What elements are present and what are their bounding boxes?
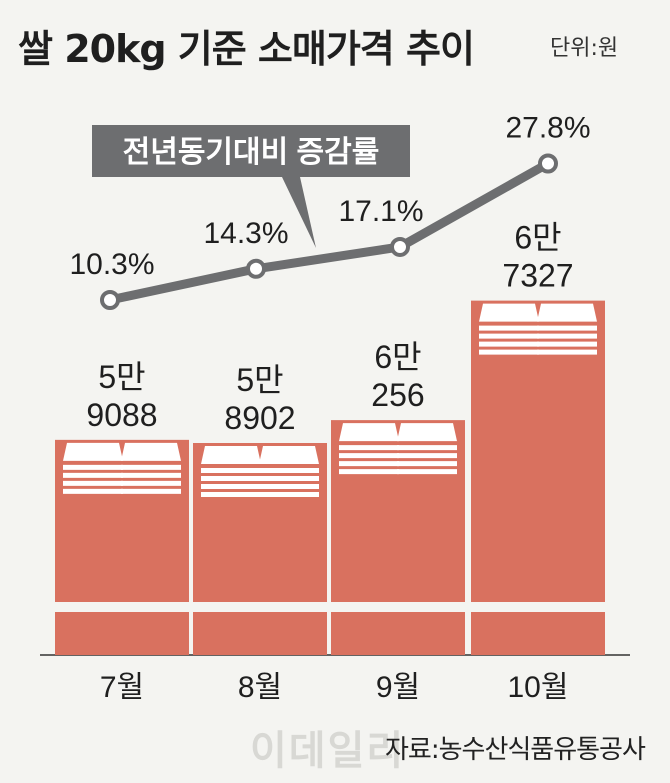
bag-layer [397,469,457,475]
rate-point [390,236,410,257]
bag-layer [397,445,457,451]
value-label-line-2: 7327 [502,258,573,294]
bag-layer [201,492,261,497]
category-label: 7월 [100,671,144,704]
bag-layer [259,476,319,481]
callout-pointer [282,177,316,248]
watermark: 이데일리 [250,728,406,774]
bag-top [397,423,457,442]
value-label-line-2: 8902 [224,400,295,436]
bag-top [201,446,261,464]
rice-bag-stack-2 [259,446,319,497]
value-label-line-2: 256 [371,377,424,413]
bag-layer [479,333,539,339]
bag-layer [201,468,261,473]
rate-label: 10.3% [69,248,154,281]
value-label: 6만 7327 [502,220,573,294]
bag-layer [63,472,123,478]
bar-break [192,602,328,612]
bar [331,420,465,655]
bag-top [537,303,597,322]
bar-group-4: 6만 7327 10월 [470,220,606,704]
bar-group-3: 6만 256 9월 [330,339,466,704]
bar-break [470,602,606,612]
value-label: 6만 256 [371,339,424,413]
bag-top [121,442,181,461]
source-note: 자료:농수산식품유통공사 [385,735,646,765]
bag-layer [339,461,399,467]
rice-bag-stack-2 [121,442,181,494]
bag-layer [397,453,457,459]
rice-bag-stack-1 [201,446,261,497]
bar-group-1: 5만 9088 7월 [54,359,190,704]
bag-layer [537,349,597,355]
bar [471,300,605,655]
category-label: 9월 [376,671,420,704]
bar-group-2: 5만 8902 8월 [192,362,328,704]
bag-top [479,303,539,322]
value-label-line-2: 9088 [86,397,157,433]
category-label: 10월 [508,671,569,704]
bag-top [259,446,319,464]
bag-layer [339,453,399,459]
bag-layer [397,461,457,467]
bar [193,443,327,655]
bag-layer [63,488,123,494]
category-label: 8월 [238,671,282,704]
rate-label: 14.3% [203,217,288,250]
bag-layer [63,480,123,486]
bag-layer [201,484,261,489]
rice-bag-stack-2 [397,423,457,475]
bag-layer [121,464,181,470]
bag-layer [121,480,181,486]
bag-layer [63,464,123,470]
bag-layer [339,445,399,451]
rate-legend-callout: 전년동기대비 증감률 [92,125,410,248]
bag-layer [201,476,261,481]
callout-box [92,125,410,177]
bag-layer [259,484,319,489]
bag-top [63,442,123,461]
bag-layer [121,472,181,478]
value-label: 5만 8902 [224,362,295,436]
bag-layer [479,325,539,331]
rate-point [100,290,120,310]
value-label-line-1: 6만 [514,220,561,256]
rate-line [109,159,551,305]
bar-break [330,602,466,612]
rate-label: 17.1% [338,195,423,228]
unit-label: 단위:원 [550,36,619,61]
bag-layer [259,468,319,473]
rice-bag-stack-2 [537,303,597,355]
rice-bag-stack-1 [63,442,123,494]
value-label: 5만 9088 [86,359,157,433]
rice-bag-stack-1 [339,423,399,475]
bag-layer [339,469,399,475]
bag-layer [537,325,597,331]
bag-layer [537,333,597,339]
bar [55,439,189,655]
rate-point [538,153,558,174]
bag-layer [479,341,539,347]
rice-bag-stack-1 [479,303,539,355]
bag-top [339,423,399,442]
callout-text: 전년동기대비 증감률 [123,136,380,169]
chart-title: 쌀 20kg 기준 소매가격 추이 [18,27,475,71]
value-label-line-1: 5만 [98,359,145,395]
value-label-line-1: 5만 [236,362,283,398]
bag-layer [121,488,181,494]
bar-break [54,602,190,612]
value-label-line-1: 6만 [374,339,421,375]
rate-point [246,258,266,279]
bag-layer [259,492,319,497]
bag-layer [537,341,597,347]
bag-layer [479,349,539,355]
rate-label: 27.8% [505,112,590,145]
